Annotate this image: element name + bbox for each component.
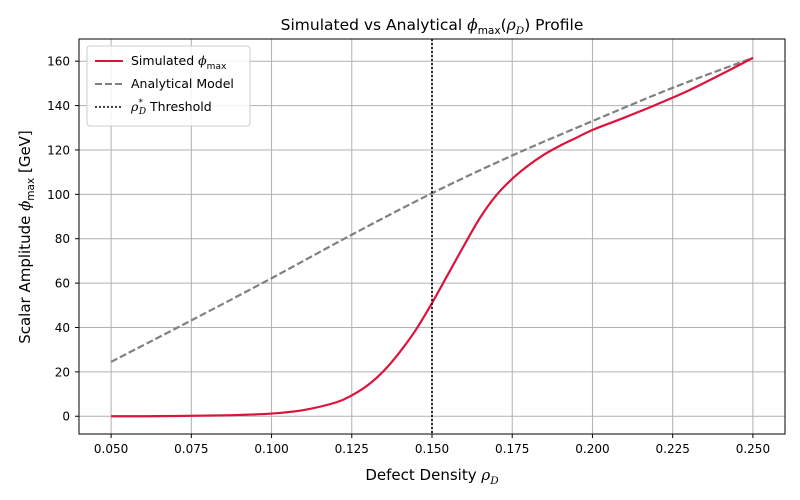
x-tick-label: 0.100 [254,442,288,456]
x-tick-label: 0.250 [736,442,770,456]
series-line-simulated [111,56,754,418]
y-tick-label: 140 [47,99,70,113]
ticks: 0.050 0.075 0.100 0.125 0.150 0.175 0.200 0.225… [47,55,770,456]
legend-label-threshold: ρ* D Threshold [130,98,212,117]
series-layer [110,56,754,418]
y-tick-label: 20 [55,365,70,379]
chart-title: Simulated vs Analytical ϕmax(ρD) Profile [281,16,584,37]
y-tick-label: 120 [47,143,70,157]
legend-box [86,45,251,127]
x-tick-label: 0.225 [656,442,690,456]
y-tick-label: 100 [47,188,70,202]
y-tick-label: 0 [62,410,70,424]
series-line-analytical [110,56,754,363]
y-tick-label: 40 [55,321,70,335]
x-axis-title: Defect Density ρD [365,466,499,487]
x-tick-label: 0.200 [575,442,609,456]
y-tick-label: 80 [55,232,70,246]
plot-frame [78,38,786,435]
y-tick-label: 160 [47,55,70,69]
x-tick-label: 0.075 [174,442,208,456]
legend: Simulated ϕmax Analytical Model ρ* D Thre… [86,45,251,127]
x-tick-label: 0.125 [335,442,369,456]
legend-label-simulated: Simulated ϕmax [131,53,227,72]
legend-label-analytical: Analytical Model [131,76,234,91]
x-tick-label: 0.050 [94,442,128,456]
y-tick-label: 60 [55,277,70,291]
x-tick-label: 0.175 [495,442,529,456]
x-tick-label: 0.150 [415,442,449,456]
y-axis-title: Scalar Amplitude ϕmax [GeV] [16,130,37,344]
